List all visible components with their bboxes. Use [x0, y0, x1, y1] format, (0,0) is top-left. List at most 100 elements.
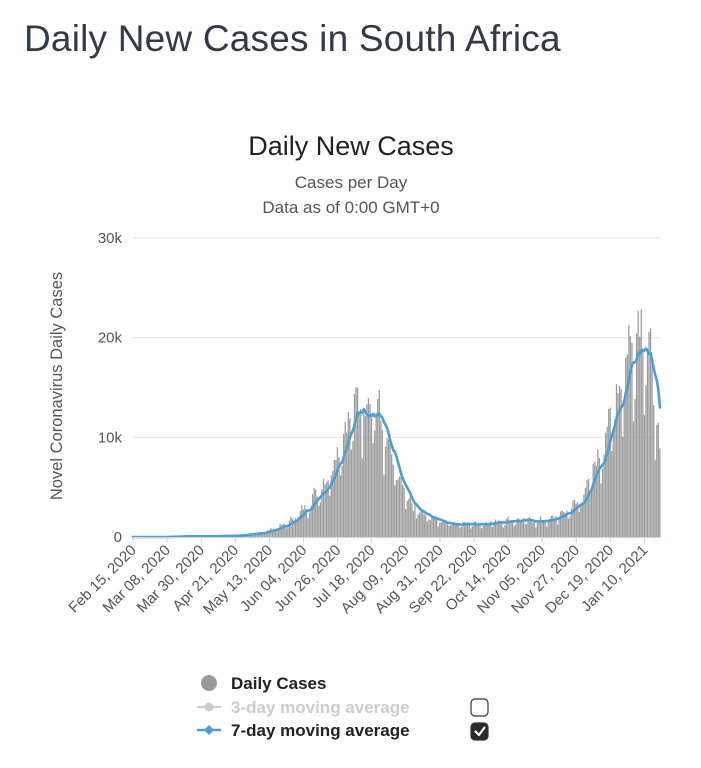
daily-cases-bar: [274, 530, 277, 537]
daily-cases-bar: [659, 448, 661, 537]
daily-cases-bar: [429, 519, 432, 537]
daily-cases-bar: [463, 522, 466, 537]
daily-cases-bar: [511, 521, 514, 537]
daily-cases-bar: [637, 310, 639, 537]
daily-cases-bar: [606, 426, 608, 537]
daily-cases-bar: [449, 525, 452, 537]
daily-cases-bar: [360, 408, 362, 537]
daily-cases-bar: [336, 446, 339, 537]
daily-cases-bar: [603, 454, 605, 537]
daily-cases-bar: [550, 515, 552, 537]
daily-cases-bar: [363, 413, 365, 537]
daily-cases-bar: [253, 534, 255, 537]
daily-cases-bar: [642, 348, 644, 537]
daily-cases-bar: [518, 518, 520, 537]
daily-cases-bar: [305, 509, 308, 537]
daily-cases-bar: [279, 523, 281, 537]
daily-cases-bar: [628, 325, 630, 537]
daily-cases-bar: [487, 523, 489, 537]
daily-cases-bar: [479, 523, 481, 537]
daily-cases-bar: [341, 465, 343, 537]
checkbox-unchecked-icon: [470, 698, 489, 717]
legend-item-7-day-average[interactable]: 7-day moving average: [197, 721, 410, 740]
daily-cases-bar: [618, 386, 621, 537]
daily-cases-bar: [530, 519, 532, 537]
daily-cases-bar: [501, 521, 503, 537]
daily-cases-bar: [335, 460, 337, 537]
daily-cases-bar: [350, 449, 353, 537]
checkbox-checked-icon: [470, 722, 489, 741]
daily-cases-bar: [397, 479, 399, 537]
daily-cases-bar: [601, 468, 604, 537]
daily-cases-bar: [580, 507, 582, 537]
daily-cases-bar: [626, 354, 628, 537]
daily-cases-legend-label: Daily Cases: [231, 674, 326, 693]
daily-cases-bar: [656, 424, 658, 537]
daily-cases-bar: [573, 500, 576, 537]
daily-cases-bar: [294, 518, 297, 537]
daily-cases-bar: [581, 502, 583, 537]
daily-cases-bar: [377, 398, 379, 537]
daily-cases-bar: [324, 484, 326, 537]
daily-cases-bar: [615, 384, 618, 537]
daily-cases-bar: [561, 510, 563, 537]
daily-cases-bar: [532, 522, 534, 537]
y-axis-title: Novel Coronavirus Daily Cases: [48, 272, 66, 500]
daily-cases-bar: [367, 397, 370, 537]
daily-cases-bar: [432, 516, 435, 537]
daily-cases-bar: [594, 461, 596, 537]
daily-cases-bar: [549, 518, 551, 537]
daily-cases-bar: [570, 508, 573, 537]
daily-cases-bar: [346, 432, 348, 537]
daily-cases-bar: [321, 489, 323, 537]
daily-cases-bar: [451, 524, 453, 537]
y-tick-label: 10k: [98, 429, 123, 446]
daily-cases-bar: [343, 434, 345, 537]
daily-cases-bar: [310, 505, 312, 537]
daily-cases-bar: [406, 500, 408, 537]
daily-cases-bar: [403, 487, 405, 537]
daily-cases-bar: [465, 522, 467, 537]
daily-cases-bar: [522, 517, 525, 537]
daily-cases-bar: [349, 418, 351, 537]
seven-day-average-path: [131, 347, 662, 539]
daily-cases-bar: [257, 533, 260, 537]
daily-cases-bar: [474, 521, 477, 537]
daily-cases-bar: [281, 525, 283, 537]
daily-cases-bar: [623, 398, 625, 537]
daily-cases-bar: [524, 524, 526, 537]
daily-cases-bar: [612, 429, 614, 537]
daily-cases-bar: [510, 519, 512, 537]
daily-cases-bar: [394, 485, 396, 537]
daily-cases-bar: [598, 458, 601, 537]
daily-cases-bar: [544, 520, 546, 537]
daily-cases-bar: [425, 515, 427, 537]
daily-cases-bar: [516, 518, 518, 537]
daily-cases-bar: [347, 411, 349, 537]
daily-cases-bar: [620, 389, 622, 537]
daily-cases-bar: [552, 515, 554, 537]
daily-cases-bar: [567, 518, 570, 537]
daily-cases-bar: [361, 458, 363, 537]
daily-cases-bar: [653, 405, 655, 537]
three-day-average-checkbox[interactable]: [470, 698, 489, 717]
daily-cases-bar: [589, 493, 591, 537]
daily-cases-bar: [577, 501, 579, 537]
daily-cases-bar: [436, 518, 438, 537]
daily-cases-bar: [467, 522, 469, 537]
seven-day-average-checkbox[interactable]: [470, 722, 489, 741]
daily-cases-bar: [358, 413, 360, 537]
y-tick-label: 20k: [98, 330, 123, 347]
daily-cases-bar: [395, 480, 397, 537]
daily-cases-bar: [299, 511, 301, 537]
three-day-legend-label: 3-day moving average: [231, 698, 410, 717]
chart-title: Daily New Cases: [248, 131, 454, 161]
legend-item-3-day-average[interactable]: 3-day moving average: [197, 698, 410, 717]
daily-cases-bar: [584, 487, 587, 537]
legend-item-daily-cases[interactable]: Daily Cases: [201, 674, 326, 693]
daily-cases-bar: [640, 309, 642, 537]
daily-cases-bar: [322, 478, 325, 537]
daily-cases-bar: [491, 527, 494, 537]
daily-cases-bar: [617, 393, 619, 537]
daily-cases-bar: [282, 523, 284, 537]
